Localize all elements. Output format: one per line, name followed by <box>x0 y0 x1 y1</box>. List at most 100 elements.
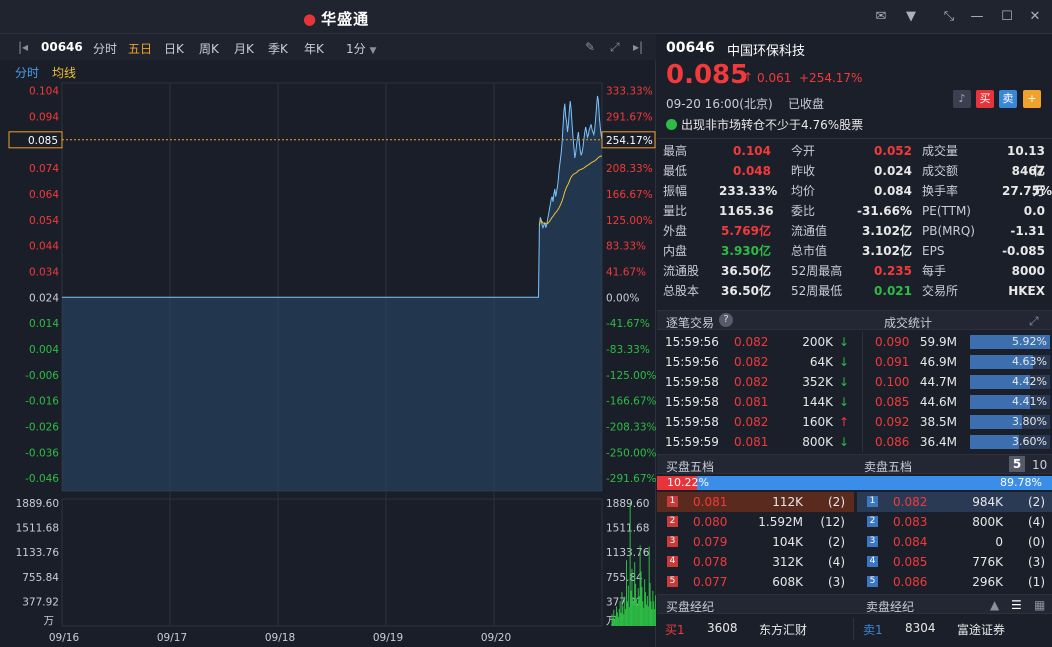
chevron-down-icon: ▼ <box>369 46 377 56</box>
help-icon[interactable]: ? <box>719 313 733 327</box>
bell-icon[interactable]: ♪ <box>953 90 971 108</box>
close-icon[interactable]: ✕ <box>1029 9 1041 24</box>
quote-label: 今开 <box>791 144 816 158</box>
buy-button[interactable]: 买 <box>976 90 994 108</box>
stat-pct: 4.63% <box>1012 355 1047 368</box>
level-count: (2) <box>828 495 845 509</box>
bid-level-row[interactable]: 5 0.077 608K (3) <box>657 572 854 592</box>
level-price: 0.079 <box>693 535 728 549</box>
period-tab-6[interactable]: 年K <box>304 42 324 56</box>
quote-value: 0.048 <box>733 164 771 178</box>
quote-label: 总市值 <box>791 244 828 258</box>
price-change-pct: +254.17% <box>799 71 863 85</box>
period-tab-0[interactable]: 分时 <box>93 42 118 56</box>
ask-level-row[interactable]: 5 0.086 296K (1) <box>857 572 1052 592</box>
add-watchlist-icon[interactable]: + <box>1023 90 1041 108</box>
shrink-icon[interactable]: ⤡ <box>943 9 955 24</box>
quote-value: 8467万 <box>1011 164 1045 198</box>
quote-panel: 00646 中国环保科技 0.085 ↑ 0.061 +254.17% 09-2… <box>657 34 1052 647</box>
quote-value: 0.235 <box>874 264 912 278</box>
bid-level-row[interactable]: 4 0.078 312K (4) <box>657 552 854 572</box>
shirt-icon[interactable]: ▼ <box>906 9 916 24</box>
price-tick-label: 0.024 <box>29 292 59 304</box>
level-volume: 0 <box>995 535 1003 549</box>
quote-label: EPS <box>922 244 945 258</box>
level-volume: 776K <box>972 555 1003 569</box>
mail-icon[interactable]: ✉ <box>875 9 887 24</box>
level-price: 0.082 <box>893 495 928 509</box>
level-count: (1) <box>1028 575 1045 589</box>
stat-bar-fill <box>970 395 1030 409</box>
quote-value: HKEX <box>1008 284 1045 298</box>
stat-pct: 4.41% <box>1012 395 1047 408</box>
cursor-price-box <box>8 131 63 149</box>
pencil-icon[interactable]: ✎ <box>585 40 596 54</box>
bid-broker-id: 3608 <box>707 621 738 635</box>
stat-price: 0.092 <box>875 415 910 429</box>
stat-pct: 5.92% <box>1012 335 1047 348</box>
stat-price: 0.086 <box>875 435 910 449</box>
indicator-tab-avg[interactable]: 均线 <box>52 66 77 80</box>
ask-level-row[interactable]: 3 0.084 0 (0) <box>857 532 1052 552</box>
pct-tick-label: 166.67% <box>606 189 653 201</box>
price-tick-label: -0.036 <box>25 447 59 459</box>
period-tab-4[interactable]: 月K <box>234 42 254 56</box>
volume-tick-label: 755.84 <box>606 572 643 584</box>
ask-level-row[interactable]: 4 0.085 776K (3) <box>857 552 1052 572</box>
collapse-icon[interactable]: |◂ <box>18 40 29 54</box>
stat-volume: 59.9M <box>919 335 957 349</box>
stat-volume: 46.9M <box>919 355 957 369</box>
level-badge: 3 <box>667 536 678 547</box>
pct-tick-label: -250.00% <box>606 447 656 459</box>
quote-value: 0.104 <box>733 144 771 158</box>
quote-label: 流通值 <box>791 224 828 238</box>
bid-level-row[interactable]: 1 0.081 112K (2) <box>657 492 854 512</box>
fullscreen-icon[interactable]: ⤢ <box>610 40 620 54</box>
price-tick-label: -0.026 <box>25 421 59 433</box>
quote-value: 0.084 <box>874 184 912 198</box>
period-tab-5[interactable]: 季K <box>268 42 288 56</box>
tick-price: 0.082 <box>734 415 769 429</box>
broker-row: 买1 3608 东方汇财 卖1 8304 富途证券 <box>657 618 1052 640</box>
level-volume: 608K <box>772 575 803 589</box>
depth-5-button[interactable]: 5 <box>1009 456 1025 472</box>
x-axis-label: 09/17 <box>157 632 187 644</box>
level-badge: 1 <box>867 496 878 507</box>
expand-panel-icon[interactable]: ▸| <box>633 40 644 54</box>
depth-10-button[interactable]: 10 <box>1032 458 1048 472</box>
quote-value: 10.13亿 <box>1007 144 1045 178</box>
quote-value: 0.0 <box>1023 204 1045 218</box>
tick-time: 15:59:58 <box>665 375 719 389</box>
quote-label: 委比 <box>791 204 816 218</box>
volume-tick-label: 1511.68 <box>606 523 649 535</box>
expand-icon[interactable]: ⤢ <box>1029 314 1039 328</box>
ask-level-row[interactable]: 1 0.082 984K (2) <box>857 492 1052 512</box>
intraday-chart[interactable]: 0.104 333.33% 0.094 291.67% 0.074 208.33% 0.06… <box>0 81 656 647</box>
quote-value: 1165.36 <box>719 204 774 218</box>
interval-select[interactable]: 1分 ▼ <box>346 40 376 57</box>
maximize-icon[interactable]: ☐ <box>1001 9 1013 24</box>
level-volume: 104K <box>772 535 803 549</box>
period-tab-1[interactable]: 五日 <box>128 42 153 56</box>
price-tick-label: 0.004 <box>29 344 59 356</box>
arrow-up-icon: ↑ <box>839 415 850 429</box>
level-badge: 4 <box>667 556 678 567</box>
period-tab-2[interactable]: 日K <box>164 42 184 56</box>
level-volume: 296K <box>972 575 1003 589</box>
arrow-down-icon: ↓ <box>839 355 850 369</box>
bid-level-row[interactable]: 2 0.080 1.592M (12) <box>657 512 854 532</box>
bid-ask-ratio-bar: 10.22% 89.78% <box>657 476 1052 490</box>
person-icon[interactable]: ▲ <box>990 598 1000 612</box>
stat-bar-fill <box>970 435 1019 449</box>
stat-bar-track: 3.60% <box>970 435 1050 449</box>
list-icon[interactable]: ☰ <box>1011 598 1022 612</box>
period-tab-3[interactable]: 周K <box>199 42 219 56</box>
grid-icon[interactable]: ▦ <box>1034 598 1046 612</box>
indicator-tab-minute[interactable]: 分时 <box>15 66 40 80</box>
x-axis-label: 09/18 <box>265 632 295 644</box>
quote-label: 成交额 <box>922 164 959 178</box>
minimize-icon[interactable]: — <box>970 9 984 24</box>
sell-button[interactable]: 卖 <box>999 90 1017 108</box>
ask-level-row[interactable]: 2 0.083 800K (4) <box>857 512 1052 532</box>
bid-level-row[interactable]: 3 0.079 104K (2) <box>657 532 854 552</box>
